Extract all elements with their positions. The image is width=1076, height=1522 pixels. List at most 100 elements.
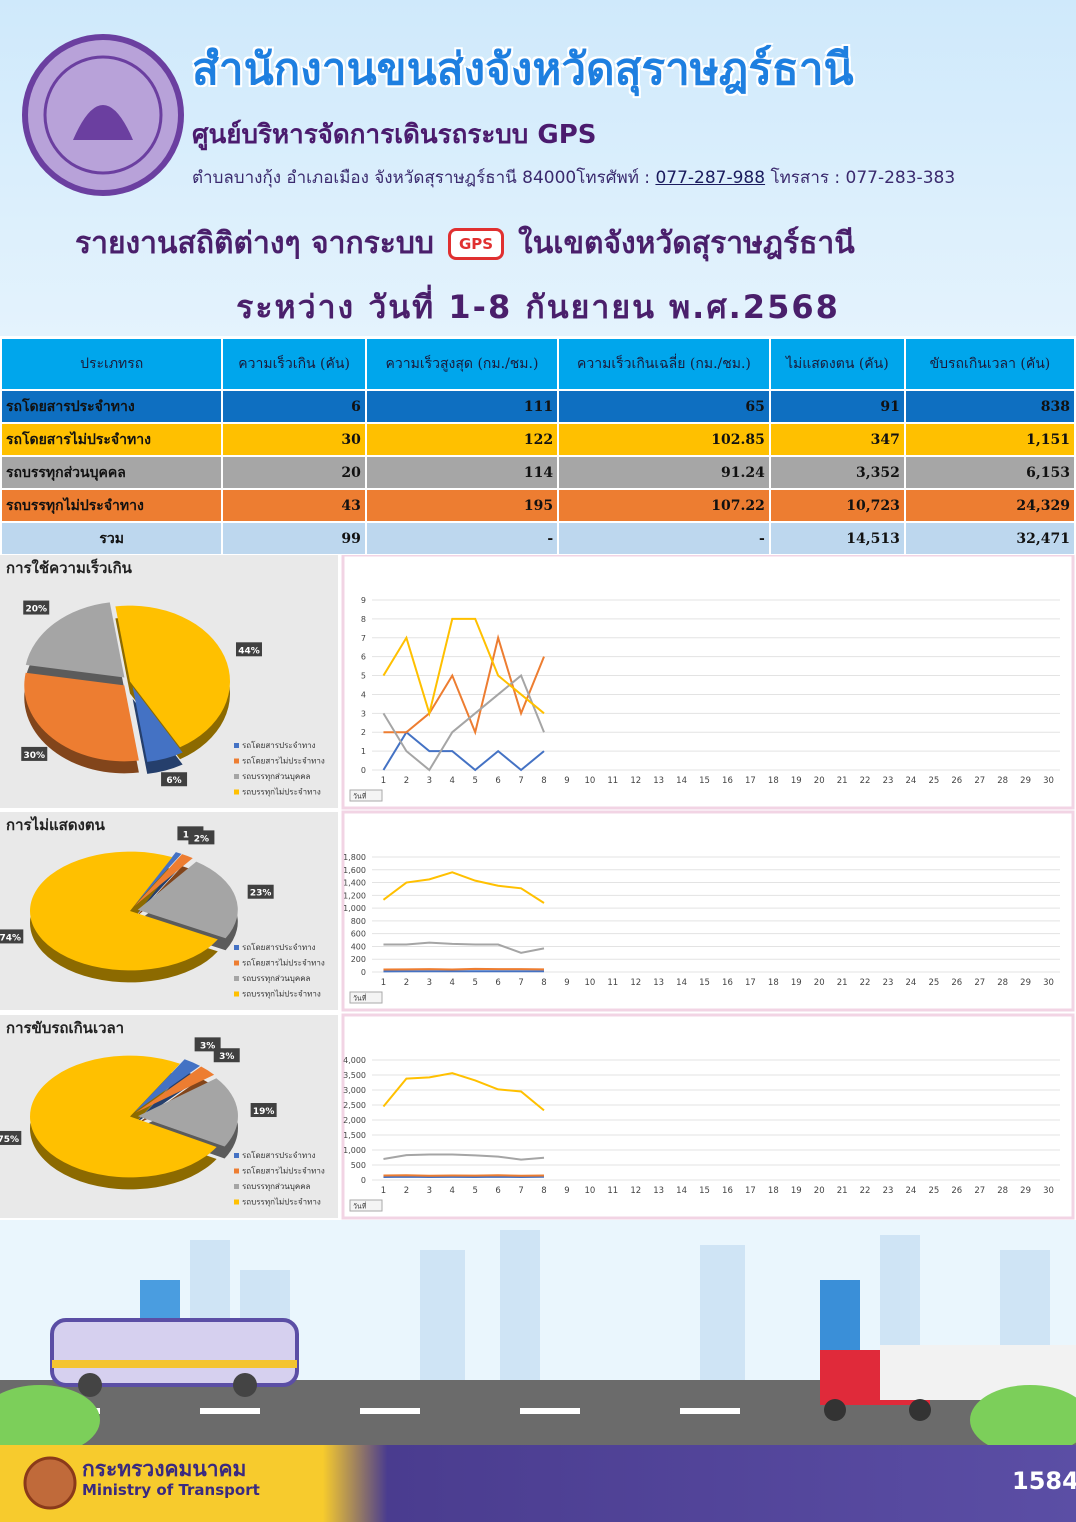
- label-box: [161, 772, 188, 787]
- x-tick-label: 1: [381, 1186, 386, 1196]
- y-tick-label: 3,000: [343, 1086, 366, 1095]
- x-tick-label: 23: [883, 776, 894, 786]
- x-tick-label: 4: [450, 978, 455, 988]
- row: รวม 99- -14,513 32,471: [0, 521, 1076, 556]
- pie-slice: [24, 672, 139, 762]
- legend-label: รถบรรทุกส่วนบุคคล: [242, 1182, 311, 1191]
- label-box: [250, 1103, 277, 1118]
- row: รถบรรทุกส่วนบุคคล 20 114 91.24 3,352 6,153: [0, 455, 1076, 490]
- series-line: [382, 1072, 545, 1112]
- x-tick-label: 5: [472, 776, 477, 786]
- x-tick-label: 19: [791, 1186, 802, 1196]
- x-tick-label: 27: [974, 1186, 985, 1196]
- ministry-th: กระทรวงคมนาคม: [82, 1457, 247, 1481]
- label-box: [213, 1048, 240, 1063]
- pie-slice: [137, 1078, 238, 1147]
- y-tick-label: 4,000: [343, 1056, 366, 1065]
- x-tick-label: 3: [427, 776, 432, 786]
- x-tick-label: 7: [518, 1186, 523, 1196]
- pie-slice: [135, 1066, 215, 1113]
- pie-slice: [133, 852, 182, 907]
- x-tick-label: 4: [450, 1186, 455, 1196]
- header-cell: ความเร็วเกินเฉลี่ย (กม./ชม.): [557, 337, 771, 391]
- y-tick-label: 6: [361, 653, 366, 662]
- filter-button[interactable]: [349, 991, 383, 1004]
- legend-swatch: [234, 1153, 239, 1158]
- label-box: [188, 830, 215, 845]
- x-tick-label: 7: [518, 776, 523, 786]
- line-panel: [341, 555, 1075, 810]
- pie-slice: [29, 851, 218, 971]
- legend-label: รถโดยสารไม่ประจำทาง: [242, 1166, 325, 1176]
- x-tick-label: 11: [607, 978, 618, 988]
- x-tick-label: 17: [745, 776, 756, 786]
- cell: -: [364, 521, 560, 556]
- legend-label: รถบรรทุกส่วนบุคคล: [242, 974, 311, 983]
- x-tick-label: 21: [837, 978, 848, 988]
- series-line: [382, 617, 545, 718]
- y-tick-label: 200: [351, 955, 366, 964]
- x-tick-label: 10: [584, 776, 595, 786]
- header-cell: ประเภทรถ: [0, 337, 224, 391]
- gps-icon: GPS: [447, 227, 505, 260]
- data-label: 3%: [200, 1041, 215, 1051]
- city-scene: [0, 1220, 1076, 1445]
- x-tick-label: 15: [699, 1186, 710, 1196]
- x-tick-label: 9: [564, 776, 569, 786]
- label-box: [0, 1130, 22, 1145]
- address-text: ตำบลบางกุ้ง อำเภอเมือง จังหวัดสุราษฎร์ธา…: [192, 168, 651, 188]
- address: ตำบลบางกุ้ง อำเภอเมือง จังหวัดสุราษฎร์ธา…: [192, 164, 955, 191]
- ministry-en: Ministry of Transport: [82, 1481, 260, 1499]
- label-box: [0, 929, 24, 944]
- header-cell: ความเร็วเกิน (คัน): [221, 337, 367, 391]
- fax: โทรสาร : 077-283-383: [770, 168, 956, 188]
- x-tick-label: 26: [951, 1186, 962, 1196]
- x-tick-label: 19: [791, 978, 802, 988]
- x-tick-label: 14: [676, 1186, 687, 1196]
- cell: 65: [557, 389, 771, 424]
- x-tick-label: 19: [791, 776, 802, 786]
- y-tick-label: 3: [361, 709, 366, 718]
- x-tick-label: 11: [607, 1186, 618, 1196]
- x-tick-label: 30: [1043, 776, 1054, 786]
- x-tick-label: 25: [928, 1186, 939, 1196]
- filter-button[interactable]: [349, 1199, 383, 1212]
- x-tick-label: 20: [814, 978, 825, 988]
- x-tick-label: 2: [404, 1186, 409, 1196]
- pie-slice: [134, 1059, 200, 1112]
- legend-swatch: [234, 976, 239, 981]
- x-tick-label: 12: [630, 1186, 641, 1196]
- filter-button[interactable]: [349, 789, 383, 802]
- data-label: 6%: [166, 776, 181, 786]
- y-tick-label: 600: [351, 930, 366, 939]
- legend-swatch: [234, 1184, 239, 1189]
- legend-swatch: [234, 960, 239, 966]
- x-tick-label: 5: [472, 1186, 477, 1196]
- x-tick-label: 16: [722, 1186, 733, 1196]
- legend-label: รถบรรทุกไม่ประจำทาง: [242, 990, 321, 999]
- x-tick-label: 10: [584, 978, 595, 988]
- x-tick-label: 2: [404, 978, 409, 988]
- phone: 077-287-988: [655, 168, 766, 188]
- chart-title: การขับรถเกินเวลา: [6, 1019, 124, 1037]
- y-tick-label: 800: [351, 917, 366, 926]
- header-cell: ไม่แสดงตน (คัน): [768, 337, 906, 391]
- stats-table: ประเภทรถ ความเร็วเกิน (คัน) ความเร็วสูงสุด…: [0, 337, 1076, 556]
- x-tick-label: 17: [745, 978, 756, 988]
- cell: 3,352: [768, 455, 906, 490]
- y-tick-label: 3,500: [343, 1071, 366, 1080]
- cell: 114: [364, 455, 560, 490]
- cell: 32,471: [903, 521, 1076, 556]
- y-tick-label: 0: [361, 1176, 366, 1185]
- row: รถโดยสารไม่ประจำทาง 30 122 102.85 347 1,151: [0, 422, 1076, 457]
- filter-label: วันที่: [353, 994, 367, 1003]
- y-tick-label: 1: [361, 747, 366, 756]
- x-tick-label: 3: [427, 1186, 432, 1196]
- legend-label: รถโดยสารประจำทาง: [242, 740, 316, 750]
- x-tick-label: 20: [814, 776, 825, 786]
- y-tick-label: 1,400: [343, 879, 366, 888]
- series-line: [383, 967, 545, 971]
- data-label: 2%: [194, 834, 209, 844]
- cell: รถโดยสารไม่ประจำทาง: [0, 422, 224, 457]
